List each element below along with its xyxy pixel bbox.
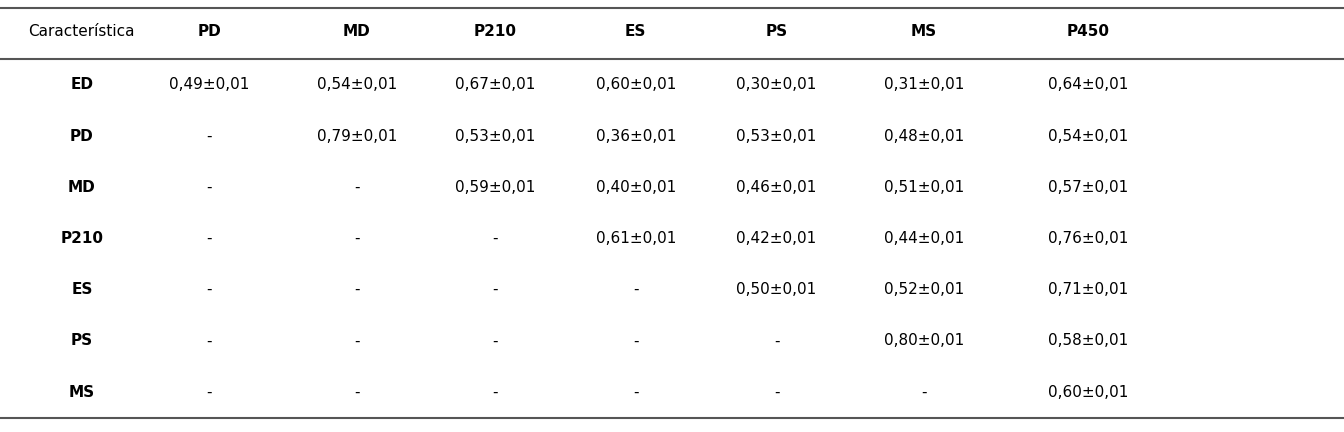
Text: 0,54±0,01: 0,54±0,01 — [1048, 129, 1128, 143]
Text: PS: PS — [766, 24, 788, 39]
Text: -: - — [207, 180, 212, 195]
Text: 0,79±0,01: 0,79±0,01 — [317, 129, 396, 143]
Text: -: - — [922, 384, 927, 400]
Text: 0,42±0,01: 0,42±0,01 — [737, 231, 817, 246]
Text: P450: P450 — [1066, 24, 1109, 39]
Text: -: - — [353, 384, 360, 400]
Text: 0,53±0,01: 0,53±0,01 — [737, 129, 817, 143]
Text: -: - — [207, 129, 212, 143]
Text: -: - — [207, 282, 212, 297]
Text: ES: ES — [71, 282, 93, 297]
Text: MD: MD — [343, 24, 371, 39]
Text: MD: MD — [69, 180, 95, 195]
Text: 0,76±0,01: 0,76±0,01 — [1047, 231, 1128, 246]
Text: 0,61±0,01: 0,61±0,01 — [595, 231, 676, 246]
Text: -: - — [207, 384, 212, 400]
Text: -: - — [633, 282, 638, 297]
Text: 0,53±0,01: 0,53±0,01 — [454, 129, 535, 143]
Text: 0,71±0,01: 0,71±0,01 — [1048, 282, 1128, 297]
Text: 0,40±0,01: 0,40±0,01 — [595, 180, 676, 195]
Text: 0,31±0,01: 0,31±0,01 — [884, 77, 965, 92]
Text: PS: PS — [71, 334, 93, 349]
Text: 0,36±0,01: 0,36±0,01 — [595, 129, 676, 143]
Text: -: - — [492, 231, 497, 246]
Text: 0,49±0,01: 0,49±0,01 — [169, 77, 250, 92]
Text: -: - — [633, 384, 638, 400]
Text: Característica: Característica — [28, 24, 134, 39]
Text: PD: PD — [198, 24, 222, 39]
Text: 0,60±0,01: 0,60±0,01 — [595, 77, 676, 92]
Text: 0,52±0,01: 0,52±0,01 — [884, 282, 964, 297]
Text: -: - — [774, 384, 780, 400]
Text: 0,67±0,01: 0,67±0,01 — [454, 77, 535, 92]
Text: -: - — [353, 231, 360, 246]
Text: -: - — [774, 334, 780, 349]
Text: 0,44±0,01: 0,44±0,01 — [884, 231, 964, 246]
Text: MS: MS — [69, 384, 95, 400]
Text: 0,51±0,01: 0,51±0,01 — [884, 180, 964, 195]
Text: P210: P210 — [60, 231, 103, 246]
Text: -: - — [353, 282, 360, 297]
Text: 0,48±0,01: 0,48±0,01 — [884, 129, 964, 143]
Text: 0,58±0,01: 0,58±0,01 — [1048, 334, 1128, 349]
Text: -: - — [492, 384, 497, 400]
Text: 0,57±0,01: 0,57±0,01 — [1048, 180, 1128, 195]
Text: -: - — [207, 334, 212, 349]
Text: -: - — [492, 282, 497, 297]
Text: -: - — [353, 334, 360, 349]
Text: ED: ED — [70, 77, 93, 92]
Text: -: - — [492, 334, 497, 349]
Text: MS: MS — [911, 24, 937, 39]
Text: 0,50±0,01: 0,50±0,01 — [737, 282, 817, 297]
Text: -: - — [353, 180, 360, 195]
Text: 0,46±0,01: 0,46±0,01 — [737, 180, 817, 195]
Text: 0,64±0,01: 0,64±0,01 — [1047, 77, 1128, 92]
Text: -: - — [207, 231, 212, 246]
Text: 0,59±0,01: 0,59±0,01 — [454, 180, 535, 195]
Text: ES: ES — [625, 24, 646, 39]
Text: PD: PD — [70, 129, 94, 143]
Text: -: - — [633, 334, 638, 349]
Text: 0,80±0,01: 0,80±0,01 — [884, 334, 964, 349]
Text: 0,54±0,01: 0,54±0,01 — [317, 77, 396, 92]
Text: 0,60±0,01: 0,60±0,01 — [1047, 384, 1128, 400]
Text: 0,30±0,01: 0,30±0,01 — [737, 77, 817, 92]
Text: P210: P210 — [473, 24, 516, 39]
